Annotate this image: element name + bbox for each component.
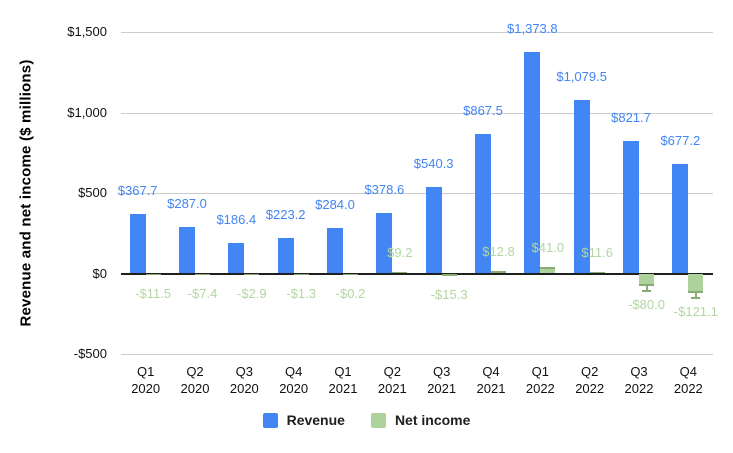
- net-income-legend-swatch: [370, 412, 386, 428]
- revenue-bar: [277, 237, 294, 274]
- net-income-bar-cap: [195, 273, 210, 275]
- net-income-bar: [145, 273, 161, 276]
- legend-item-revenue: Revenue: [262, 412, 345, 428]
- net-income-value-label: $12.8: [482, 244, 515, 260]
- net-income-value-label: -$0.2: [335, 285, 366, 301]
- revenue-value-label: $1,079.5: [556, 68, 607, 84]
- x-axis-category-label: Q4 2020: [279, 364, 309, 396]
- net-income-whisker-line: [694, 292, 697, 297]
- revenue-bar: [524, 52, 541, 274]
- net-income-value-label: -$2.9: [237, 285, 267, 301]
- y-axis-tick-label: $1,000: [67, 104, 107, 120]
- net-income-bar: [195, 273, 210, 275]
- net-income-bar: [244, 273, 260, 275]
- revenue-bar: [327, 227, 343, 274]
- net-income-bar-cap: [293, 273, 309, 275]
- x-axis-category-label: Q1 2022: [525, 364, 555, 396]
- revenue-bar: [228, 243, 245, 274]
- revenue-bar: [623, 141, 639, 274]
- x-axis-category-label: Q2 2020: [180, 364, 210, 396]
- net-income-whisker-cap: [642, 290, 651, 293]
- net-income-bar-cap: [244, 273, 260, 275]
- revenue-bar: [376, 212, 393, 274]
- y-axis-tick-label: $500: [78, 185, 107, 200]
- net-income-legend-label: Net income: [394, 412, 471, 428]
- net-income-value-label: -$11.5: [135, 286, 172, 302]
- net-income-whisker-cap: [691, 296, 701, 299]
- net-income-whisker-line: [645, 286, 648, 291]
- net-income-value-label: -$1.3: [286, 285, 316, 301]
- net-income-value-label: -$7.4: [187, 285, 218, 301]
- x-axis-category-label: Q3 2021: [427, 364, 457, 396]
- revenue-value-label: $1,373.8: [507, 21, 558, 37]
- revenue-value-label: $186.4: [216, 212, 257, 228]
- gridline: [121, 354, 713, 355]
- net-income-bar: [491, 271, 506, 274]
- x-axis-category-label: Q4 2021: [476, 364, 506, 396]
- revenue-legend-label: Revenue: [286, 412, 345, 428]
- net-income-bar: [540, 266, 556, 274]
- net-income-bar-cap: [688, 290, 704, 293]
- x-axis-category-label: Q1 2020: [131, 364, 161, 396]
- net-income-value-label: -$121.1: [673, 303, 718, 319]
- net-income-bar: [589, 271, 605, 274]
- revenue-legend-swatch: [262, 412, 278, 428]
- net-income-value-label: -$15.3: [430, 286, 468, 302]
- net-income-bar-cap: [491, 271, 506, 274]
- revenue-bar: [179, 227, 195, 274]
- net-income-value-label: $9.2: [387, 245, 413, 261]
- revenue-value-label: $540.3: [413, 155, 454, 171]
- revenue-value-label: $287.0: [167, 196, 207, 212]
- net-income-value-label: -$80.0: [628, 297, 665, 313]
- legend-item-net-income: Net income: [370, 412, 471, 428]
- revenue-value-label: $284.0: [315, 196, 355, 212]
- revenue-value-label: $223.2: [265, 206, 306, 222]
- revenue-bar: [129, 214, 146, 274]
- gridline: [121, 32, 713, 33]
- net-income-bar: [639, 273, 654, 287]
- revenue-value-label: $867.5: [463, 102, 503, 118]
- net-income-value-label: $41.0: [531, 239, 565, 255]
- y-axis-tick-label: $1,500: [67, 24, 107, 39]
- net-income-bar: [293, 273, 309, 275]
- revenue-bar: [672, 164, 689, 274]
- revenue-value-label: $677.2: [660, 133, 701, 149]
- net-income-bar-cap: [639, 284, 654, 287]
- net-income-bar: [343, 273, 358, 275]
- revenue-bar: [475, 133, 491, 274]
- gridline: [121, 112, 713, 114]
- x-axis-category-label: Q1 2021: [328, 364, 358, 396]
- net-income-bar-cap: [392, 272, 408, 274]
- revenue-bar: [573, 99, 590, 274]
- net-income-bar-cap: [589, 271, 605, 274]
- x-axis-category-label: Q2 2022: [575, 364, 605, 396]
- revenue-value-label: $378.6: [364, 181, 405, 197]
- x-axis-zero-line: [121, 272, 713, 275]
- net-income-bar: [441, 273, 457, 276]
- net-income-bar: [688, 273, 704, 293]
- x-axis-category-label: Q3 2020: [229, 364, 259, 396]
- revenue-value-label: $821.7: [611, 110, 651, 126]
- x-axis-category-label: Q2 2021: [377, 364, 407, 396]
- x-axis-category-label: Q3 2022: [624, 364, 654, 396]
- net-income-bar-cap: [145, 273, 161, 276]
- revenue-bar: [425, 186, 442, 274]
- revenue-value-label: $367.7: [117, 183, 158, 199]
- net-income-bar: [392, 272, 408, 274]
- net-income-value-label: $11.6: [581, 244, 613, 260]
- x-axis-category-label: Q4 2022: [673, 364, 703, 396]
- y-axis-tick-label: $0: [92, 265, 107, 281]
- gridline: [121, 193, 713, 194]
- net-income-bar-cap: [343, 273, 358, 275]
- net-income-bar-cap: [540, 266, 556, 269]
- net-income-bar-cap: [441, 273, 457, 276]
- legend: Revenue Net income: [0, 412, 733, 428]
- y-axis-tick-label: -$500: [73, 346, 107, 361]
